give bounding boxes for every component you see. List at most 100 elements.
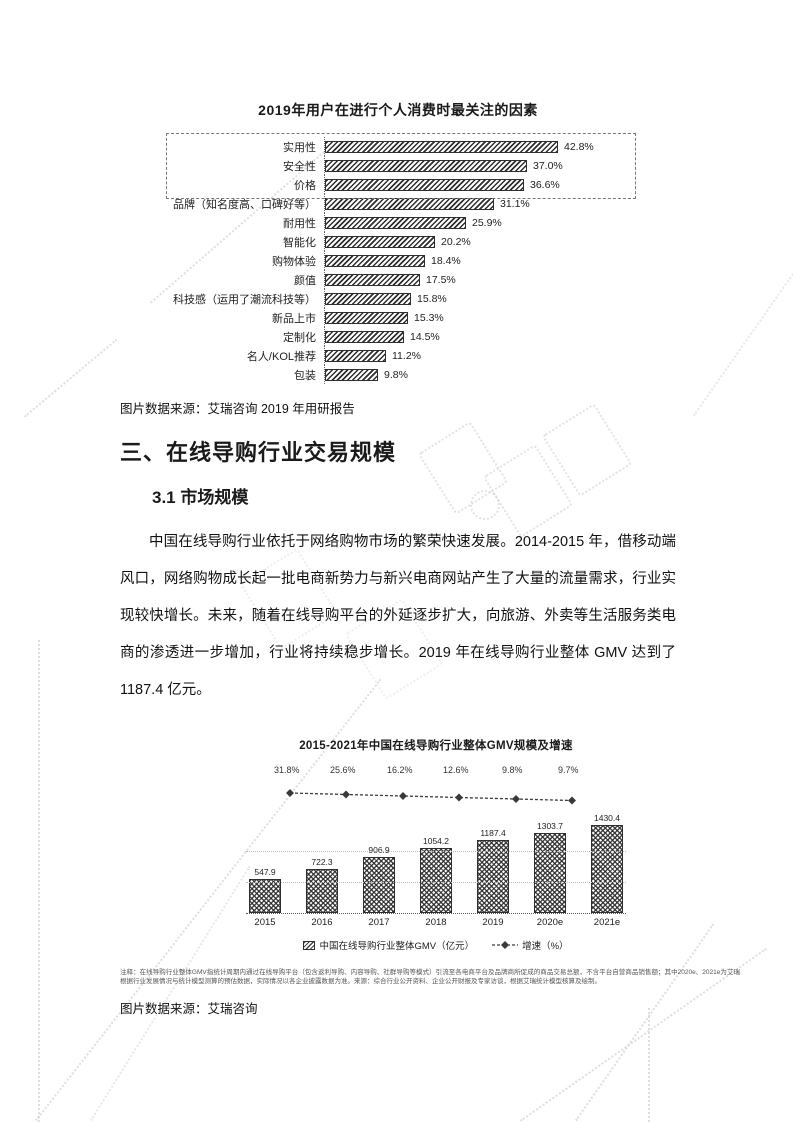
gmv-bar <box>363 857 395 913</box>
hatched-bar <box>325 254 425 267</box>
bar-value: 15.8% <box>417 292 447 305</box>
year-label: 2018 <box>425 917 447 928</box>
bar-label: 名人/KOL推荐 <box>246 350 316 363</box>
hatched-bar <box>325 368 378 381</box>
bar-value: 20.2% <box>441 235 471 248</box>
gmv-bar <box>534 833 566 913</box>
growth-label: 25.6% <box>330 765 356 775</box>
hatched-bar <box>325 216 466 229</box>
chart-gmv-trend: 2015-2021年中国在线导购行业整体GMV规模及增速 31.8% 25.6%… <box>246 737 626 952</box>
bar-column: 906.9 <box>362 845 396 913</box>
image-source-caption: 图片数据来源：艾瑞咨询 <box>120 1002 258 1016</box>
watermark-vertical-line <box>648 1008 650 1122</box>
bar-column: 722.3 <box>305 857 339 913</box>
gmv-bar <box>591 825 623 913</box>
bar-value-label: 1054.2 <box>423 836 449 846</box>
bar-value: 18.4% <box>431 254 461 267</box>
bar-value: 42.8% <box>564 140 594 153</box>
growth-label: 12.6% <box>443 765 469 775</box>
gridline <box>246 882 626 883</box>
hatched-bar <box>325 311 408 324</box>
bar-row: 定制化 14.5% <box>120 327 676 346</box>
bar-column: 1303.7 <box>533 821 567 913</box>
hatched-bar <box>325 178 524 191</box>
bar-value-label: 547.9 <box>254 867 276 877</box>
chart2-title: 2015-2021年中国在线导购行业整体GMV规模及增速 <box>299 740 573 752</box>
bar-label: 科技感（运用了潮流科技等） <box>173 293 316 306</box>
gmv-bar <box>477 840 509 913</box>
legend-gmv-label: 中国在线导购行业整体GMV（亿元） <box>319 941 475 952</box>
bar-value-label: 1187.4 <box>480 828 506 838</box>
bar-label: 颜值 <box>294 274 316 287</box>
chart2-legend: 中国在线导购行业整体GMV（亿元） 增速（%） <box>246 938 626 952</box>
chart1-title: 2019年用户在进行个人消费时最关注的因素 <box>258 102 538 118</box>
bar-row: 购物体验 18.4% <box>120 251 676 270</box>
body-paragraph: 中国在线导购行业依托于网络购物市场的繁荣快速发展。2014-2015 年，借移动… <box>120 534 676 698</box>
section-heading: 三、在线导购行业交易规模 <box>120 440 397 465</box>
bar-value-label: 1430.4 <box>594 813 620 823</box>
hatched-bar <box>325 235 435 248</box>
year-label: 2021e <box>593 917 621 928</box>
bar-row: 颜值 17.5% <box>120 270 676 289</box>
bar-value: 31.1% <box>500 197 530 210</box>
hatched-bar <box>325 349 386 362</box>
page-content: 2019年用户在进行个人消费时最关注的因素 实用性 42.8% 安全性 37.0… <box>120 100 740 1017</box>
bar-value: 14.5% <box>410 330 440 343</box>
growth-line-band: 31.8% 25.6% 16.2% 12.6% 9.8% 9.7% <box>246 759 626 809</box>
bar-row: 耐用性 25.9% <box>120 213 676 232</box>
hatched-bar <box>325 292 411 305</box>
year-label: 2015 <box>254 917 276 928</box>
growth-label: 31.8% <box>274 765 300 775</box>
growth-label: 9.7% <box>558 765 579 775</box>
gmv-bar <box>249 879 281 913</box>
gridline <box>246 851 626 852</box>
growth-label: 16.2% <box>387 765 413 775</box>
hatched-swatch-icon <box>303 940 316 950</box>
bar-row: 价格 36.6% <box>120 175 676 194</box>
bar-row: 安全性 37.0% <box>120 156 676 175</box>
bar-value-label: 1303.7 <box>537 821 563 831</box>
chart-footnote: 注释：在线导购行业整体GMV指统计周期内通过在线导购平台（包含返利导购、内容导购… <box>120 969 740 985</box>
bar-label: 耐用性 <box>283 217 316 230</box>
chart-consumption-factors: 2019年用户在进行个人消费时最关注的因素 实用性 42.8% 安全性 37.0… <box>120 100 676 384</box>
bar-label: 新品上市 <box>272 312 316 325</box>
bar-row: 包装 9.8% <box>120 365 676 384</box>
bar-label: 安全性 <box>283 160 316 173</box>
hatched-bar <box>325 159 527 172</box>
legend-growth: 增速（%） <box>492 938 569 952</box>
bar-label: 实用性 <box>283 141 316 154</box>
year-label: 2017 <box>368 917 390 928</box>
bar-label: 定制化 <box>283 331 316 344</box>
x-axis-labels: 2015 2016 2017 2018 2019 2020e 2021e <box>246 917 626 928</box>
bar-row: 新品上市 15.3% <box>120 308 676 327</box>
bar-label: 购物体验 <box>272 255 316 268</box>
bar-value: 11.2% <box>392 349 421 362</box>
year-label: 2016 <box>311 917 333 928</box>
line-diamond-icon <box>492 941 519 949</box>
bar-row: 实用性 42.8% <box>120 137 676 156</box>
hatched-bar <box>325 197 494 210</box>
legend-gmv: 中国在线导购行业整体GMV（亿元） <box>303 938 474 952</box>
bar-value: 37.0% <box>533 159 563 172</box>
legend-growth-label: 增速（%） <box>522 941 569 952</box>
hatched-bar <box>325 140 558 153</box>
growth-line <box>286 789 576 805</box>
bar-label: 智能化 <box>283 236 316 249</box>
gmv-bar <box>420 848 452 913</box>
bar-label: 包装 <box>294 369 316 382</box>
bar-label: 价格 <box>294 179 316 192</box>
bar-row: 名人/KOL推荐 11.2% <box>120 346 676 365</box>
dashed-highlight-box <box>166 133 636 199</box>
bar-value: 25.9% <box>472 216 502 229</box>
bar-value-label: 722.3 <box>311 857 333 867</box>
bar-value: 36.6% <box>530 178 560 191</box>
bar-row: 品牌（知名度高、口碑好等） 31.1% <box>120 194 676 213</box>
year-label: 2019 <box>482 917 504 928</box>
growth-label: 9.8% <box>502 765 523 775</box>
watermark-diagonal-line <box>693 234 793 417</box>
bar-value: 15.3% <box>414 311 444 324</box>
gmv-bar <box>306 869 338 913</box>
bar-column: 1054.2 <box>419 836 453 913</box>
bar-value: 17.5% <box>426 273 456 286</box>
